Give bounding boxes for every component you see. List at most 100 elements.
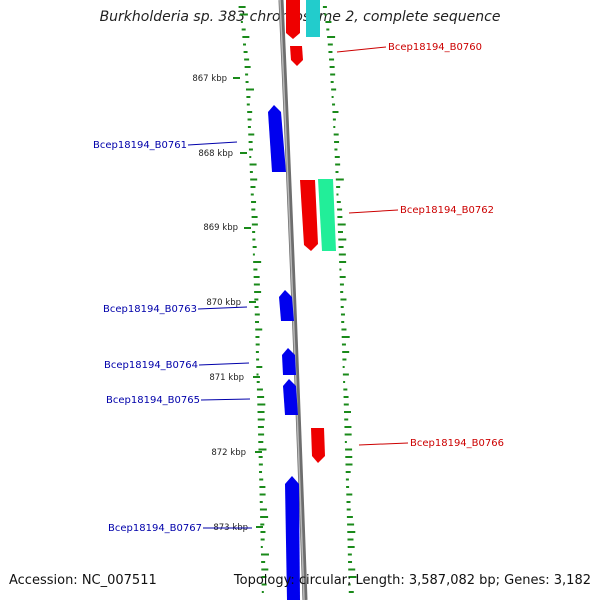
gc-dot — [327, 36, 336, 38]
ruler-label-871: 871 kbp — [209, 373, 244, 383]
gene-arrow-B0762[interactable] — [300, 180, 318, 251]
gc-dot — [347, 553, 352, 556]
gene-arrow-B0760[interactable] — [290, 46, 303, 66]
green-feature-B0762[interactable] — [318, 179, 336, 251]
gene-arrow-B0764[interactable] — [282, 348, 296, 375]
gc-dot — [344, 426, 352, 428]
gc-dot — [259, 501, 263, 503]
gc-dot — [330, 81, 334, 83]
gc-dot — [256, 358, 260, 361]
gc-dot — [256, 366, 263, 368]
gc-dot — [339, 283, 344, 286]
gc-dot — [331, 96, 334, 98]
gc-dot — [335, 178, 344, 181]
gc-dot — [249, 163, 257, 166]
gc-dot — [248, 133, 255, 136]
gc-dot — [258, 441, 264, 443]
gc-dot — [346, 508, 351, 511]
gene-label-B0760[interactable]: Bcep18194_B0760 — [388, 42, 482, 53]
gc-dot — [257, 403, 266, 406]
gc-dot — [343, 381, 346, 383]
gc-dot — [332, 118, 336, 121]
connector-B0766 — [358, 442, 409, 446]
gc-dot — [346, 486, 350, 488]
gene-label-B0762[interactable]: Bcep18194_B0762 — [400, 205, 494, 216]
gc-dot — [260, 523, 265, 526]
gc-dot — [345, 448, 353, 451]
gene-arrow-B0766[interactable] — [311, 428, 325, 463]
gc-dot — [322, 6, 327, 8]
gc-dot — [247, 118, 252, 121]
gc-dot — [341, 328, 347, 331]
gc-dot — [336, 186, 341, 188]
gc-dot — [259, 478, 264, 481]
gene-arrow-B0765[interactable] — [283, 379, 298, 415]
gc-dot — [253, 283, 260, 286]
gc-dot — [254, 291, 262, 293]
gc-dot — [253, 261, 262, 263]
gc-dot — [251, 201, 257, 203]
gc-dot — [256, 381, 260, 383]
gc-dot — [342, 373, 349, 376]
gc-dot — [254, 313, 260, 316]
cyan-feature-top[interactable] — [306, 0, 320, 37]
gene-label-B0767[interactable]: Bcep18194_B0767 — [108, 523, 202, 534]
gc-dot — [251, 216, 258, 218]
gc-dot — [337, 223, 346, 226]
gc-dot — [325, 21, 332, 23]
connector-B0762 — [348, 209, 399, 214]
gc-dot — [337, 208, 343, 211]
label-connectors — [187, 46, 409, 529]
ruler-label-868: 868 kbp — [198, 149, 233, 159]
gc-dot — [255, 336, 260, 338]
gc-dot — [252, 253, 255, 256]
gene-label-B0763[interactable]: Bcep18194_B0763 — [103, 304, 197, 315]
accession-text: Accession: NC_007511 — [9, 573, 157, 588]
gc-dot — [337, 216, 343, 218]
gc-dot — [258, 463, 263, 466]
connector-B0761 — [187, 141, 238, 146]
gc-dot — [247, 111, 253, 113]
gc-dot — [250, 186, 256, 188]
gc-dot — [329, 58, 335, 61]
gc-dot — [341, 343, 346, 346]
gc-dot — [341, 321, 345, 323]
ruler-label-870: 870 kbp — [206, 298, 241, 308]
gene-arrow-B0763[interactable] — [279, 290, 294, 321]
gc-dot — [248, 141, 253, 143]
gene-arrow-B0767[interactable] — [285, 476, 300, 600]
gene-label-B0761[interactable]: Bcep18194_B0761 — [93, 140, 187, 151]
gc-dot — [252, 246, 257, 248]
gc-dot — [258, 456, 263, 458]
gc-dot — [258, 433, 265, 436]
gene-label-B0764[interactable]: Bcep18194_B0764 — [104, 360, 198, 371]
chromosome-backbone — [278, 0, 308, 600]
gene-label-B0765[interactable]: Bcep18194_B0765 — [106, 395, 200, 406]
gc-dot — [332, 103, 336, 106]
gc-dot — [261, 576, 267, 578]
gc-dot — [247, 126, 251, 128]
gene-arrow-B0761[interactable] — [268, 105, 286, 172]
gc-dot — [345, 456, 353, 458]
gc-dot — [338, 238, 347, 241]
connector-B0764 — [198, 362, 250, 366]
gene-label-B0766[interactable]: Bcep18194_B0766 — [410, 438, 504, 449]
gc-dot — [347, 531, 356, 533]
gc-dot — [260, 516, 269, 518]
gc-dot — [341, 336, 350, 338]
connector-B0763 — [197, 306, 248, 310]
gc-dot — [345, 471, 351, 473]
gc-dot — [344, 411, 352, 413]
gc-dot — [238, 6, 246, 8]
gc-dot — [347, 546, 355, 548]
chromosome-backbone-highlight — [279, 0, 305, 600]
gc-dot — [348, 583, 351, 586]
gc-dot — [260, 546, 263, 548]
gc-dot — [348, 561, 353, 563]
gc-dot — [348, 576, 357, 578]
gc-dot — [246, 103, 250, 106]
gc-dot — [337, 231, 343, 233]
gc-dot — [240, 21, 243, 23]
gene-arrow-cut-top[interactable] — [286, 0, 300, 39]
gc-dot — [342, 358, 347, 361]
